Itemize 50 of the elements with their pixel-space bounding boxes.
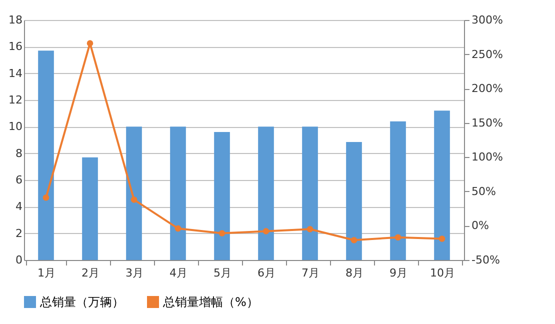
x-tick-label: 4月 [170, 266, 188, 280]
point [306, 226, 314, 232]
x-tick-label: 1月 [38, 266, 56, 280]
x-tick-label: 2月 [82, 266, 100, 280]
point [262, 228, 270, 234]
point [130, 196, 138, 203]
y-tick-label: 18 [8, 14, 22, 26]
x-tick-label: 3月 [126, 266, 144, 280]
y2-tick-label: 150% [472, 116, 503, 130]
point [86, 40, 94, 46]
y2-tick-label: 0% [472, 219, 489, 232]
y2-tick-label: 300% [472, 14, 503, 26]
y-tick-label: 2 [16, 226, 22, 240]
bar [258, 126, 274, 260]
x-tick-label: 6月 [258, 266, 276, 280]
point [42, 194, 50, 201]
point [350, 236, 358, 244]
y-tick-label: 6 [16, 174, 22, 186]
y2-tick-label: 100% [472, 150, 503, 164]
bar [434, 110, 450, 260]
point [218, 230, 226, 236]
y2-tick-label: 50% [472, 184, 496, 198]
bar [302, 126, 318, 260]
y-tick-label: 12 [8, 94, 22, 106]
bar [390, 121, 406, 260]
legend-label: 总销量（万辆） [39, 295, 124, 309]
point [438, 236, 446, 242]
y-tick-label: 0 [16, 254, 22, 266]
legend-label: 总销量增幅（%） [162, 295, 258, 309]
y2-tick-label: 200% [472, 82, 503, 96]
y-tick-label: 10 [8, 120, 22, 134]
x-tick-label: 9月 [390, 266, 408, 280]
point [394, 234, 402, 241]
x-tick-label: 5月 [214, 266, 232, 280]
bar [346, 142, 362, 260]
bar [170, 126, 186, 260]
x-tick-label: 8月 [346, 266, 364, 280]
x-tick-label: 10月 [430, 266, 455, 280]
y2-tick-label: -50% [472, 254, 500, 266]
y-tick-label: 16 [8, 40, 22, 54]
bar [82, 157, 98, 260]
y-tick-label: 8 [16, 146, 22, 160]
point [174, 225, 182, 232]
y-tick-label: 4 [16, 200, 22, 214]
x-tick-label: 7月 [302, 266, 320, 280]
bar [126, 126, 142, 260]
bar [38, 50, 54, 260]
y-tick-label: 14 [8, 66, 22, 80]
bar [214, 132, 230, 260]
y2-tick-label: 250% [472, 48, 503, 61]
